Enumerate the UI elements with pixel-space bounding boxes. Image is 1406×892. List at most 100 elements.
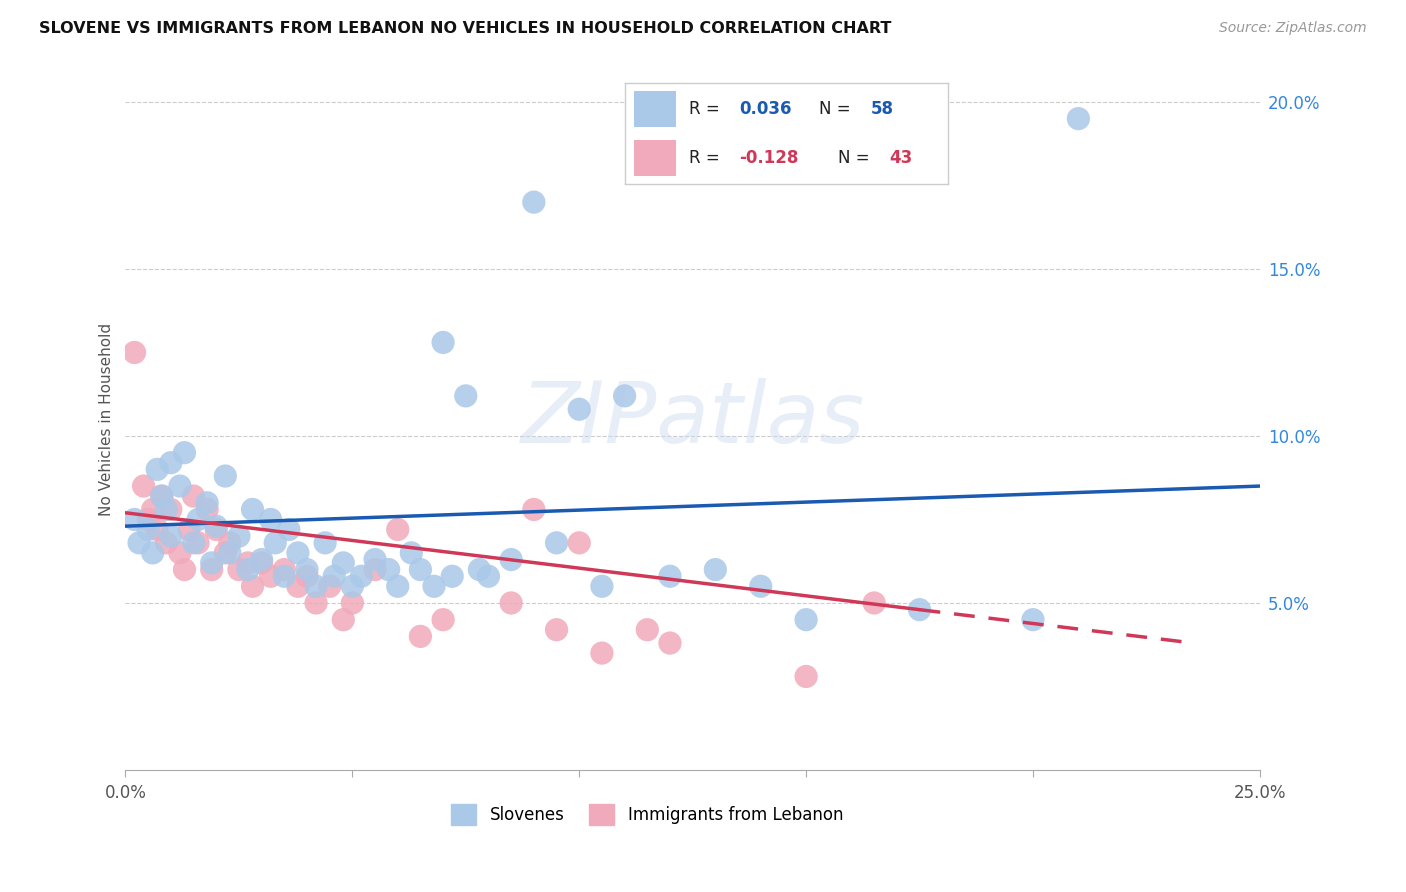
Point [659, 636, 682, 650]
Point [295, 569, 318, 583]
Point [183, 536, 205, 550]
Point [205, 523, 228, 537]
Point [364, 552, 387, 566]
Point [150, 489, 173, 503]
Point [228, 563, 250, 577]
Point [277, 523, 299, 537]
Y-axis label: No Vehicles in Household: No Vehicles in Household [100, 323, 114, 516]
Point [332, 556, 354, 570]
Point [187, 512, 209, 526]
Point [250, 556, 273, 570]
Point [318, 579, 340, 593]
Point [205, 519, 228, 533]
Point [314, 536, 336, 550]
Point [568, 402, 591, 417]
Point [146, 462, 169, 476]
Point [636, 623, 658, 637]
Point [173, 563, 195, 577]
Point [387, 523, 409, 537]
Point [342, 579, 364, 593]
Point [236, 563, 259, 577]
Point [146, 523, 169, 537]
Point [195, 502, 218, 516]
Point [1022, 613, 1045, 627]
Point [136, 512, 159, 526]
Point [124, 512, 146, 526]
Point [201, 556, 224, 570]
Point [160, 502, 183, 516]
Point [124, 345, 146, 359]
Point [305, 596, 328, 610]
Point [169, 479, 191, 493]
Point [236, 556, 259, 570]
Point [264, 536, 287, 550]
Point [350, 569, 373, 583]
Point [169, 546, 191, 560]
Point [160, 529, 183, 543]
Point [273, 569, 295, 583]
Point [218, 536, 240, 550]
Point [342, 596, 364, 610]
Point [305, 579, 328, 593]
Point [332, 613, 354, 627]
Legend: Slovenes, Immigrants from Lebanon: Slovenes, Immigrants from Lebanon [451, 805, 844, 825]
Point [401, 546, 423, 560]
Point [523, 195, 546, 210]
Text: Source: ZipAtlas.com: Source: ZipAtlas.com [1219, 21, 1367, 36]
Point [794, 669, 817, 683]
Point [749, 579, 772, 593]
Point [501, 596, 523, 610]
Point [173, 445, 195, 459]
Point [142, 546, 165, 560]
Point [477, 569, 499, 583]
Point [155, 502, 177, 516]
Point [214, 469, 236, 483]
Point [323, 569, 346, 583]
Point [128, 536, 150, 550]
Point [377, 563, 399, 577]
Point [214, 546, 236, 560]
Point [242, 579, 264, 593]
Point [441, 569, 464, 583]
Point [260, 512, 283, 526]
Point [150, 489, 173, 503]
Point [432, 335, 454, 350]
Point [287, 546, 309, 560]
Point [423, 579, 446, 593]
Point [908, 602, 931, 616]
Point [794, 613, 817, 627]
Point [468, 563, 491, 577]
Point [704, 563, 727, 577]
Point [136, 523, 159, 537]
Point [546, 623, 568, 637]
Point [160, 456, 183, 470]
Point [273, 563, 295, 577]
Point [523, 502, 546, 516]
Point [195, 496, 218, 510]
Point [863, 596, 886, 610]
Point [659, 569, 682, 583]
Point [409, 629, 432, 643]
Text: SLOVENE VS IMMIGRANTS FROM LEBANON NO VEHICLES IN HOUSEHOLD CORRELATION CHART: SLOVENE VS IMMIGRANTS FROM LEBANON NO VE… [39, 21, 891, 37]
Point [613, 389, 636, 403]
Point [591, 579, 613, 593]
Point [201, 563, 224, 577]
Point [409, 563, 432, 577]
Text: ZIPatlas: ZIPatlas [520, 377, 865, 461]
Point [260, 569, 283, 583]
Point [183, 489, 205, 503]
Point [568, 536, 591, 550]
Point [187, 536, 209, 550]
Point [177, 523, 200, 537]
Point [132, 479, 155, 493]
Point [142, 502, 165, 516]
Point [591, 646, 613, 660]
Point [546, 536, 568, 550]
Point [287, 579, 309, 593]
Point [228, 529, 250, 543]
Point [218, 546, 240, 560]
Point [250, 552, 273, 566]
Point [1067, 112, 1090, 126]
Point [454, 389, 477, 403]
Point [364, 563, 387, 577]
